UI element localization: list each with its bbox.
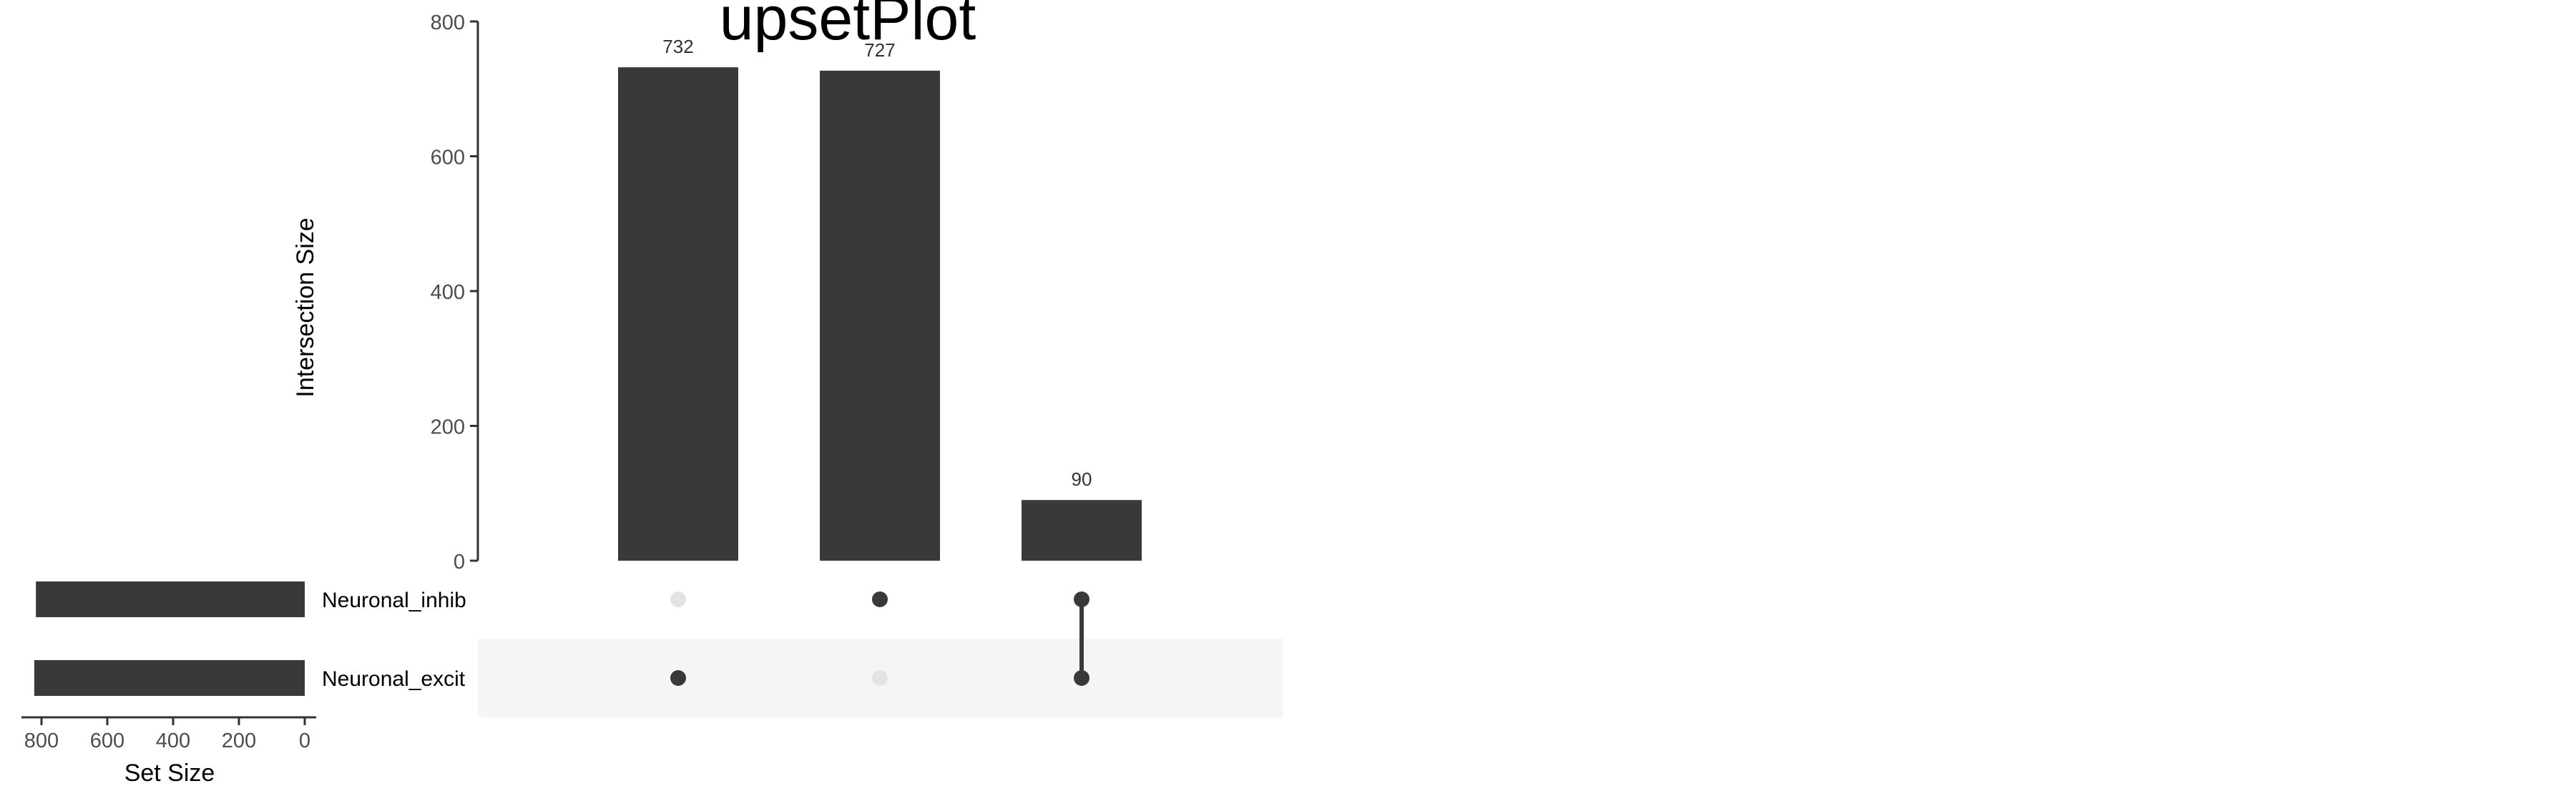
intersection-bar-label: 727 [864,39,895,61]
intersection-bar [1022,500,1142,561]
set-size-axis-label: Set Size [124,760,215,787]
intersection-y-axis: 0 200 400 600 800 [431,11,479,574]
y-tick-label: 600 [431,147,465,169]
set-name-labels: Neuronal_inhib Neuronal_excit [322,589,466,691]
set-axis-tick-label: 200 [222,729,256,752]
set-axis-tick-label: 600 [90,729,124,752]
intersection-bar-label: 90 [1072,468,1092,490]
set-size-bar [34,660,305,696]
intersection-bar-labels: 732 727 90 [662,36,1092,490]
membership-dot-active [1074,670,1089,686]
set-size-bar [36,581,305,617]
intersection-bars [618,67,1142,561]
set-name-label: Neuronal_excit [322,667,466,691]
intersection-bar-label: 732 [662,36,693,57]
y-tick-label: 400 [431,281,465,304]
membership-dot-active [1074,591,1089,607]
membership-matrix [670,591,1089,686]
y-tick-label: 0 [454,551,465,574]
set-size-x-axis: 800 600 400 200 0 [21,716,316,752]
set-name-label: Neuronal_inhib [322,589,466,612]
y-tick-label: 200 [431,416,465,439]
y-axis-label: Intersection Size [292,217,319,397]
set-axis-tick-label: 800 [24,729,59,752]
membership-dot-active [670,670,686,686]
membership-dot-active [872,591,888,607]
chart-title: upsetPlot [720,0,976,53]
set-axis-tick-label: 400 [156,729,190,752]
intersection-bar [820,70,940,561]
set-size-bars [34,581,305,696]
set-axis-tick-label: 0 [299,729,310,752]
membership-dot-inactive [872,670,888,686]
intersection-bar [618,67,738,561]
y-tick-label: 800 [431,11,465,34]
membership-dot-inactive [670,591,686,607]
